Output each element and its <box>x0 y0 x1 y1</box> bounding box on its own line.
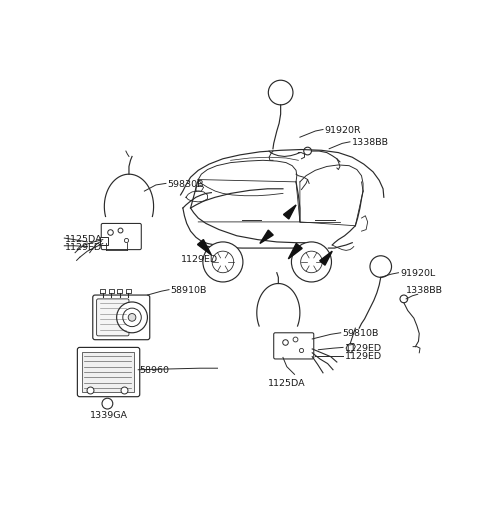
Text: 59830B: 59830B <box>168 180 204 188</box>
FancyBboxPatch shape <box>82 352 133 392</box>
Text: 1339GA: 1339GA <box>90 410 128 419</box>
FancyBboxPatch shape <box>96 299 129 336</box>
Text: 1129ED: 1129ED <box>65 243 102 251</box>
Text: 59810B: 59810B <box>342 329 379 337</box>
Text: 1129ED: 1129ED <box>345 343 382 352</box>
Text: 91920L: 91920L <box>400 269 435 278</box>
Circle shape <box>212 251 234 273</box>
Polygon shape <box>197 240 211 256</box>
Circle shape <box>123 308 141 327</box>
Polygon shape <box>320 251 332 266</box>
Circle shape <box>370 256 392 278</box>
Circle shape <box>203 242 243 282</box>
Circle shape <box>304 148 312 156</box>
Circle shape <box>300 251 322 273</box>
FancyBboxPatch shape <box>274 333 314 359</box>
Text: 1338BB: 1338BB <box>406 286 443 295</box>
Polygon shape <box>288 244 302 260</box>
Text: 58960: 58960 <box>140 365 170 375</box>
Text: 1338BB: 1338BB <box>351 138 388 147</box>
Circle shape <box>291 242 332 282</box>
Text: 1129ED: 1129ED <box>180 255 217 264</box>
FancyBboxPatch shape <box>77 348 140 397</box>
Text: 1129ED: 1129ED <box>345 352 382 361</box>
Circle shape <box>128 314 136 322</box>
Polygon shape <box>260 231 273 244</box>
FancyBboxPatch shape <box>101 224 141 250</box>
Circle shape <box>400 295 408 303</box>
Text: 1125DA: 1125DA <box>267 378 305 387</box>
FancyBboxPatch shape <box>93 295 150 340</box>
Circle shape <box>268 81 293 106</box>
Text: 58910B: 58910B <box>170 286 207 295</box>
Text: 91920R: 91920R <box>324 126 361 135</box>
Text: 1125DA: 1125DA <box>65 234 103 243</box>
Circle shape <box>102 399 113 409</box>
FancyBboxPatch shape <box>100 238 108 245</box>
Polygon shape <box>284 206 296 219</box>
Circle shape <box>117 302 147 333</box>
